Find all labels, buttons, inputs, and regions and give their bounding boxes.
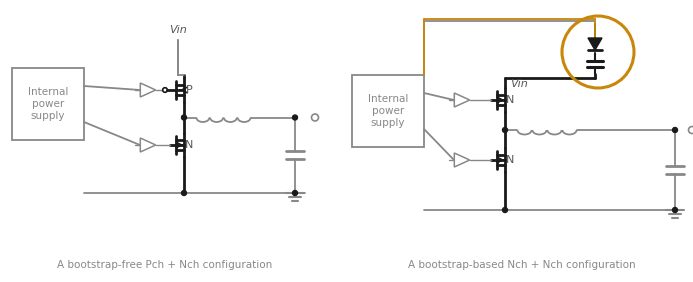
Text: Vin: Vin [510,79,528,89]
Text: Internal
power
supply: Internal power supply [368,94,408,127]
Text: N: N [185,140,193,150]
Polygon shape [455,153,470,167]
Polygon shape [455,93,470,107]
Polygon shape [588,38,602,50]
Bar [12,68,84,140]
Text: A bootstrap-free Pch + Nch configuration: A bootstrap-free Pch + Nch configuration [58,260,272,270]
Circle shape [672,208,678,213]
Text: N: N [506,95,514,105]
Circle shape [502,127,507,133]
Circle shape [292,115,297,120]
Polygon shape [140,83,156,97]
Polygon shape [140,138,156,152]
Text: Vin: Vin [169,25,187,35]
Circle shape [502,208,507,213]
Circle shape [672,127,678,133]
Circle shape [292,191,297,195]
Circle shape [182,191,186,195]
Text: Internal
power
supply: Internal power supply [28,87,68,121]
Text: N: N [506,155,514,165]
Text: P: P [186,85,193,95]
Text: A bootstrap-based Nch + Nch configuration: A bootstrap-based Nch + Nch configuratio… [408,260,635,270]
Bar [352,75,424,147]
Circle shape [182,115,186,120]
